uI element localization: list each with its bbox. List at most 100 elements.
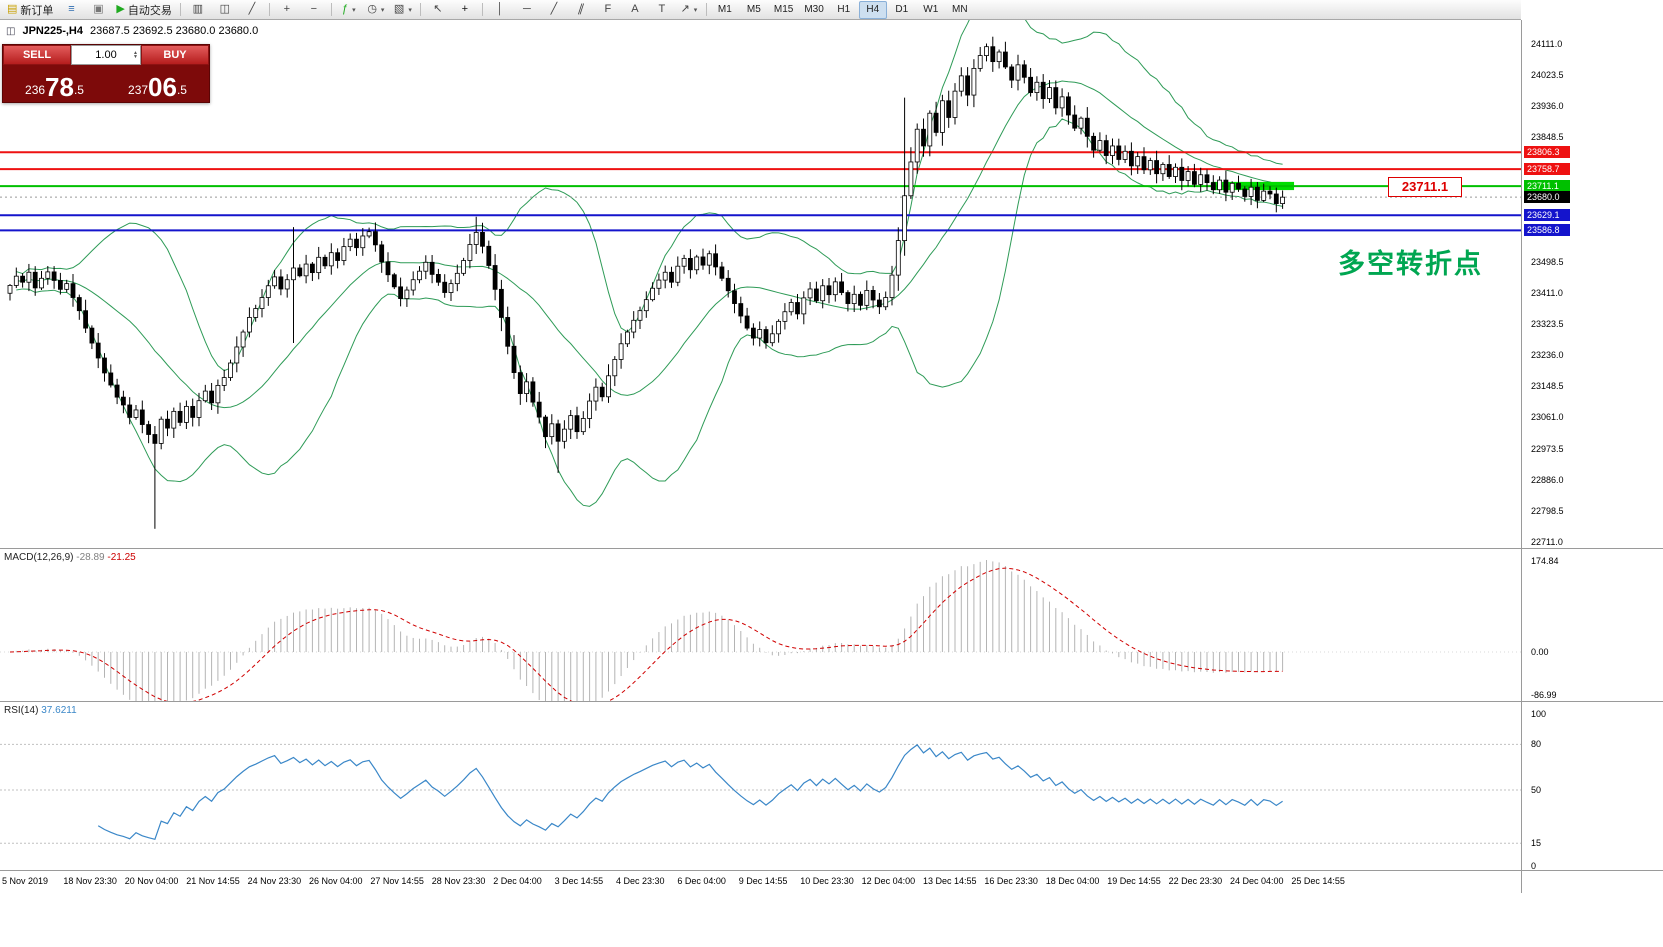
main-chart[interactable] — [0, 20, 1521, 548]
dropdown-arrow-icon[interactable]: ▾ — [693, 6, 698, 14]
candle-body — [1248, 186, 1254, 197]
price-callout[interactable]: 23711.1 — [1388, 177, 1462, 197]
candle-body — [32, 271, 38, 289]
zoom-in-button[interactable]: + — [274, 1, 300, 19]
macd-panel[interactable] — [0, 549, 1521, 701]
candle-body — [177, 410, 183, 423]
price-tag: 23806.3 — [1524, 146, 1570, 159]
sell-price: 236 78.5 — [3, 65, 106, 102]
candle-body — [291, 267, 296, 281]
channel-button[interactable]: ∥ — [568, 1, 594, 19]
periods-button[interactable]: ◷ ▾ — [363, 1, 389, 19]
autotrading-button[interactable]: ▶ 自动交易 — [112, 1, 175, 19]
arrows-button[interactable]: ↗ ▾ — [676, 1, 702, 19]
macd-scale-label: 174.84 — [1531, 556, 1559, 566]
toolbar-separator — [481, 3, 483, 16]
candlestick-chart-button[interactable]: ◫ — [212, 1, 238, 19]
candle-body — [417, 270, 422, 281]
price-scale-label: 22973.5 — [1531, 443, 1564, 454]
candle-body — [265, 285, 271, 298]
time-axis-label: 19 Dec 14:55 — [1107, 876, 1161, 886]
vertical-line-button[interactable]: │ — [487, 1, 513, 19]
candle-body — [1116, 145, 1122, 160]
new-order-button[interactable]: ▤ 新订单 — [3, 1, 57, 19]
timeframe-d1-button[interactable]: D1 — [895, 4, 909, 15]
volume-input[interactable]: 1.00 ▲ ▼ — [71, 45, 141, 65]
dropdown-arrow-icon[interactable]: ▾ — [380, 6, 385, 14]
candle-body — [70, 283, 76, 298]
timeframe-mn-button[interactable]: MN — [952, 4, 968, 15]
candle-body — [883, 297, 889, 308]
bar-chart-button[interactable]: ▥ — [185, 1, 211, 19]
price-scale-label: 23236.0 — [1531, 350, 1564, 361]
volume-stepper[interactable]: ▲ ▼ — [133, 50, 138, 60]
volume-down-icon[interactable]: ▼ — [133, 54, 138, 60]
candle-body — [372, 231, 378, 246]
candle-body — [650, 287, 655, 301]
timeframe-h1-button[interactable]: H1 — [837, 4, 851, 15]
candle-body — [492, 265, 498, 290]
candle-body — [26, 271, 32, 283]
cursor-button[interactable]: ↖ — [425, 1, 451, 19]
candle-body — [700, 256, 706, 266]
candle-body — [933, 112, 939, 133]
candle-body — [713, 253, 718, 268]
navigator-button[interactable]: ▣ — [85, 1, 111, 19]
candle-body — [625, 331, 630, 345]
timeframe-m30-button[interactable]: M30 — [804, 4, 824, 15]
time-axis-label: 26 Nov 04:00 — [309, 876, 363, 886]
ohlc-quotes: 23687.5 23692.5 23680.0 23680.0 — [90, 25, 259, 37]
templates-button[interactable]: ▧ ▾ — [390, 1, 416, 19]
line-chart-button[interactable]: ╱ — [239, 1, 265, 19]
timeframe-m15-button[interactable]: M15 — [773, 4, 794, 15]
candle-body — [543, 416, 548, 438]
market-watch-button[interactable]: ≡ — [58, 1, 84, 19]
trendline-button[interactable]: ╱ — [541, 1, 567, 19]
candle-body — [1179, 166, 1185, 181]
candle-body — [562, 428, 567, 442]
candle-body — [776, 320, 781, 335]
sell-price-prefix: 236 — [25, 83, 46, 97]
candle-body — [1021, 64, 1027, 78]
fibonacci-button[interactable]: F — [595, 1, 621, 19]
toolbar-separator — [419, 3, 421, 16]
timeframe-w1-button[interactable]: W1 — [923, 4, 939, 15]
candle-body — [190, 405, 196, 418]
rsi-splitter[interactable] — [0, 701, 1663, 702]
buy-button[interactable]: BUY — [141, 45, 209, 65]
symbol-period: JPN225-,H4 — [22, 25, 83, 37]
timeframe-m1-button[interactable]: M1 — [717, 4, 732, 15]
candle-body — [662, 271, 668, 281]
candle-body — [599, 386, 605, 398]
time-axis-label: 18 Dec 04:00 — [1045, 876, 1100, 886]
volume-up-icon[interactable]: ▲ — [133, 50, 138, 56]
time-axis-label: 5 Nov 2019 — [2, 876, 49, 886]
horizontal-line-button[interactable]: ─ — [514, 1, 540, 19]
candle-body — [1192, 171, 1197, 185]
dropdown-arrow-icon[interactable]: ▾ — [352, 6, 356, 14]
candle-body — [820, 285, 826, 302]
candle-body — [669, 271, 674, 283]
rsi-panel[interactable] — [0, 702, 1521, 870]
candle-body — [706, 253, 712, 266]
zoom-out-button[interactable]: − — [301, 1, 327, 19]
crosshair-button[interactable]: + — [452, 1, 478, 19]
text-button[interactable]: A — [622, 1, 648, 19]
candle-body — [940, 100, 945, 133]
candle-body — [990, 46, 996, 63]
candle-body — [1229, 182, 1235, 193]
timeframe-m5-button[interactable]: M5 — [746, 4, 761, 15]
candle-body — [391, 274, 397, 288]
candle-body — [795, 302, 800, 315]
sell-button[interactable]: SELL — [3, 45, 71, 65]
timeframe-h4-button[interactable]: H4 — [858, 0, 887, 19]
label-button[interactable]: T — [649, 1, 675, 19]
macd-splitter[interactable] — [0, 548, 1663, 549]
time-axis-splitter[interactable] — [0, 870, 1663, 871]
dropdown-arrow-icon[interactable]: ▾ — [408, 6, 412, 14]
turning-point-annotation[interactable]: 多空转折点 — [1338, 249, 1483, 279]
candle-body — [1129, 150, 1134, 167]
candle-body — [45, 271, 51, 279]
indicators-button[interactable]: ƒ ▾ — [336, 1, 362, 19]
time-axis[interactable]: 5 Nov 2019 18 Nov 23:30 20 Nov 04:00 21 Nov… — [0, 871, 1663, 893]
